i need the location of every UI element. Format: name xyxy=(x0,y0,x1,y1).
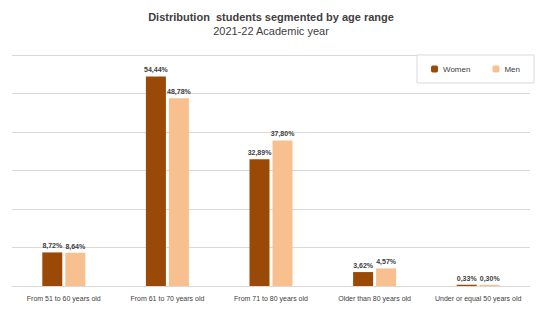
svg-text:37,80%: 37,80% xyxy=(271,130,296,138)
svg-text:Older than 80 years old: Older than 80 years old xyxy=(338,295,411,303)
svg-text:From 51 to 60 years old: From 51 to 60 years old xyxy=(27,295,101,303)
svg-text:2021-22 Academic year: 2021-22 Academic year xyxy=(213,25,329,37)
svg-text:Distribution students segment: Distribution students segmented by age r… xyxy=(148,11,394,23)
svg-text:From 61 to 70 years old: From 61 to 70 years old xyxy=(130,295,204,303)
svg-text:Under or equal 50 years old: Under or equal 50 years old xyxy=(435,295,521,303)
svg-text:54,44%: 54,44% xyxy=(144,66,169,74)
svg-text:8,64%: 8,64% xyxy=(65,243,86,251)
svg-text:48,78%: 48,78% xyxy=(167,88,192,96)
svg-text:8,72%: 8,72% xyxy=(42,242,63,250)
svg-text:0,33%: 0,33% xyxy=(457,275,478,283)
svg-text:3,62%: 3,62% xyxy=(353,262,374,270)
svg-text:From 71 to 80 years old: From 71 to 80 years old xyxy=(234,295,308,303)
svg-text:0,30%: 0,30% xyxy=(480,275,501,283)
svg-text:4,57%: 4,57% xyxy=(376,258,397,266)
svg-text:Men: Men xyxy=(504,65,520,74)
svg-text:Women: Women xyxy=(443,65,470,74)
svg-text:32,89%: 32,89% xyxy=(248,149,273,157)
